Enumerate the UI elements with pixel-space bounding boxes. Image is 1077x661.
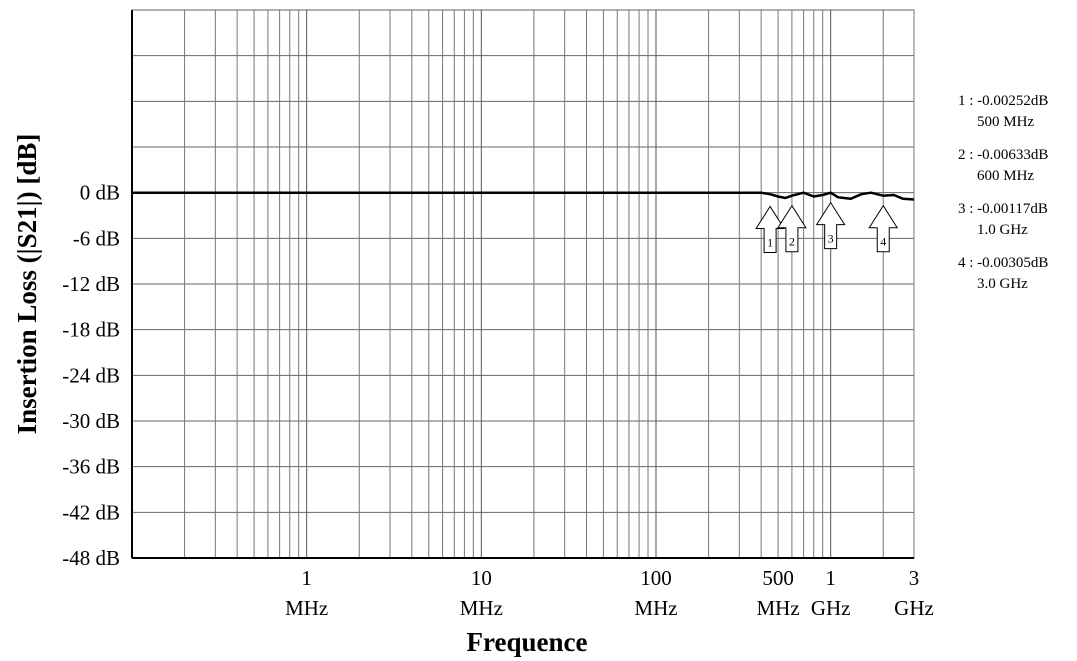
x-tick-unit: MHz [756, 596, 799, 620]
marker-1-arrow [755, 205, 786, 253]
marker-4-arrow [868, 204, 899, 253]
y-tick-labels: 0 dB -6 dB -12 dB -18 dB -24 dB -30 dB -36 dB -… [62, 181, 120, 570]
x-tick-unit: MHz [634, 596, 677, 620]
marker-3-label: 3 [828, 232, 834, 246]
legend-marker-1-freq: 500 MHz [977, 114, 1034, 130]
x-tick-labels: 1 MHz 10 MHz 100 MHz 500 MHz 1 GHz 3 GHz [285, 566, 934, 620]
marker-2-label: 2 [789, 235, 795, 249]
legend-marker-3-value: 3 : -0.00117dB [958, 201, 1048, 217]
y-tick-label: 0 dB [80, 181, 120, 205]
x-tick-value: 10 [471, 566, 492, 590]
y-axis-title: Insertion Loss (|S21|) [dB] [12, 134, 42, 435]
marker-3-arrow [815, 201, 846, 250]
x-tick-unit: GHz [811, 596, 851, 620]
y-tick-label: -12 dB [62, 272, 120, 296]
y-tick-label: -36 dB [62, 455, 120, 479]
legend-marker-4-freq: 3.0 GHz [977, 276, 1028, 292]
x-tick-value: 1 [825, 566, 836, 590]
series-line-1 [132, 191, 915, 201]
y-tick-label: -42 dB [62, 500, 120, 524]
legend-marker-2-freq: 600 MHz [977, 168, 1034, 184]
y-tick-label: -48 dB [62, 546, 120, 570]
marker-legend: 1 : -0.00252dB 500 MHz 2 : -0.00633dB 600 M… [958, 93, 1048, 292]
marker-2-arrow [777, 204, 807, 253]
marker-4-label: 4 [880, 235, 886, 249]
x-tick-unit: GHz [894, 596, 934, 620]
legend-marker-4-value: 4 : -0.00305dB [958, 255, 1048, 271]
y-tick-label: -24 dB [62, 363, 120, 387]
x-tick-unit: MHz [285, 596, 328, 620]
series [132, 191, 915, 201]
x-axis-title: Frequence [467, 627, 588, 657]
grid [131, 9, 915, 559]
x-tick-unit: MHz [460, 596, 503, 620]
x-tick-value: 100 [640, 566, 672, 590]
markers: 1 2 3 4 [755, 201, 899, 253]
x-tick-value: 3 [909, 566, 920, 590]
legend-marker-1-value: 1 : -0.00252dB [958, 93, 1048, 109]
x-tick-value: 1 [301, 566, 312, 590]
legend-marker-3-freq: 1.0 GHz [977, 222, 1028, 238]
y-tick-label: -6 dB [73, 226, 120, 250]
y-tick-label: -30 dB [62, 409, 120, 433]
legend-marker-2-value: 2 : -0.00633dB [958, 147, 1048, 163]
x-tick-value: 500 [762, 566, 794, 590]
marker-1-label: 1 [767, 235, 773, 249]
y-tick-label: -18 dB [62, 318, 120, 342]
